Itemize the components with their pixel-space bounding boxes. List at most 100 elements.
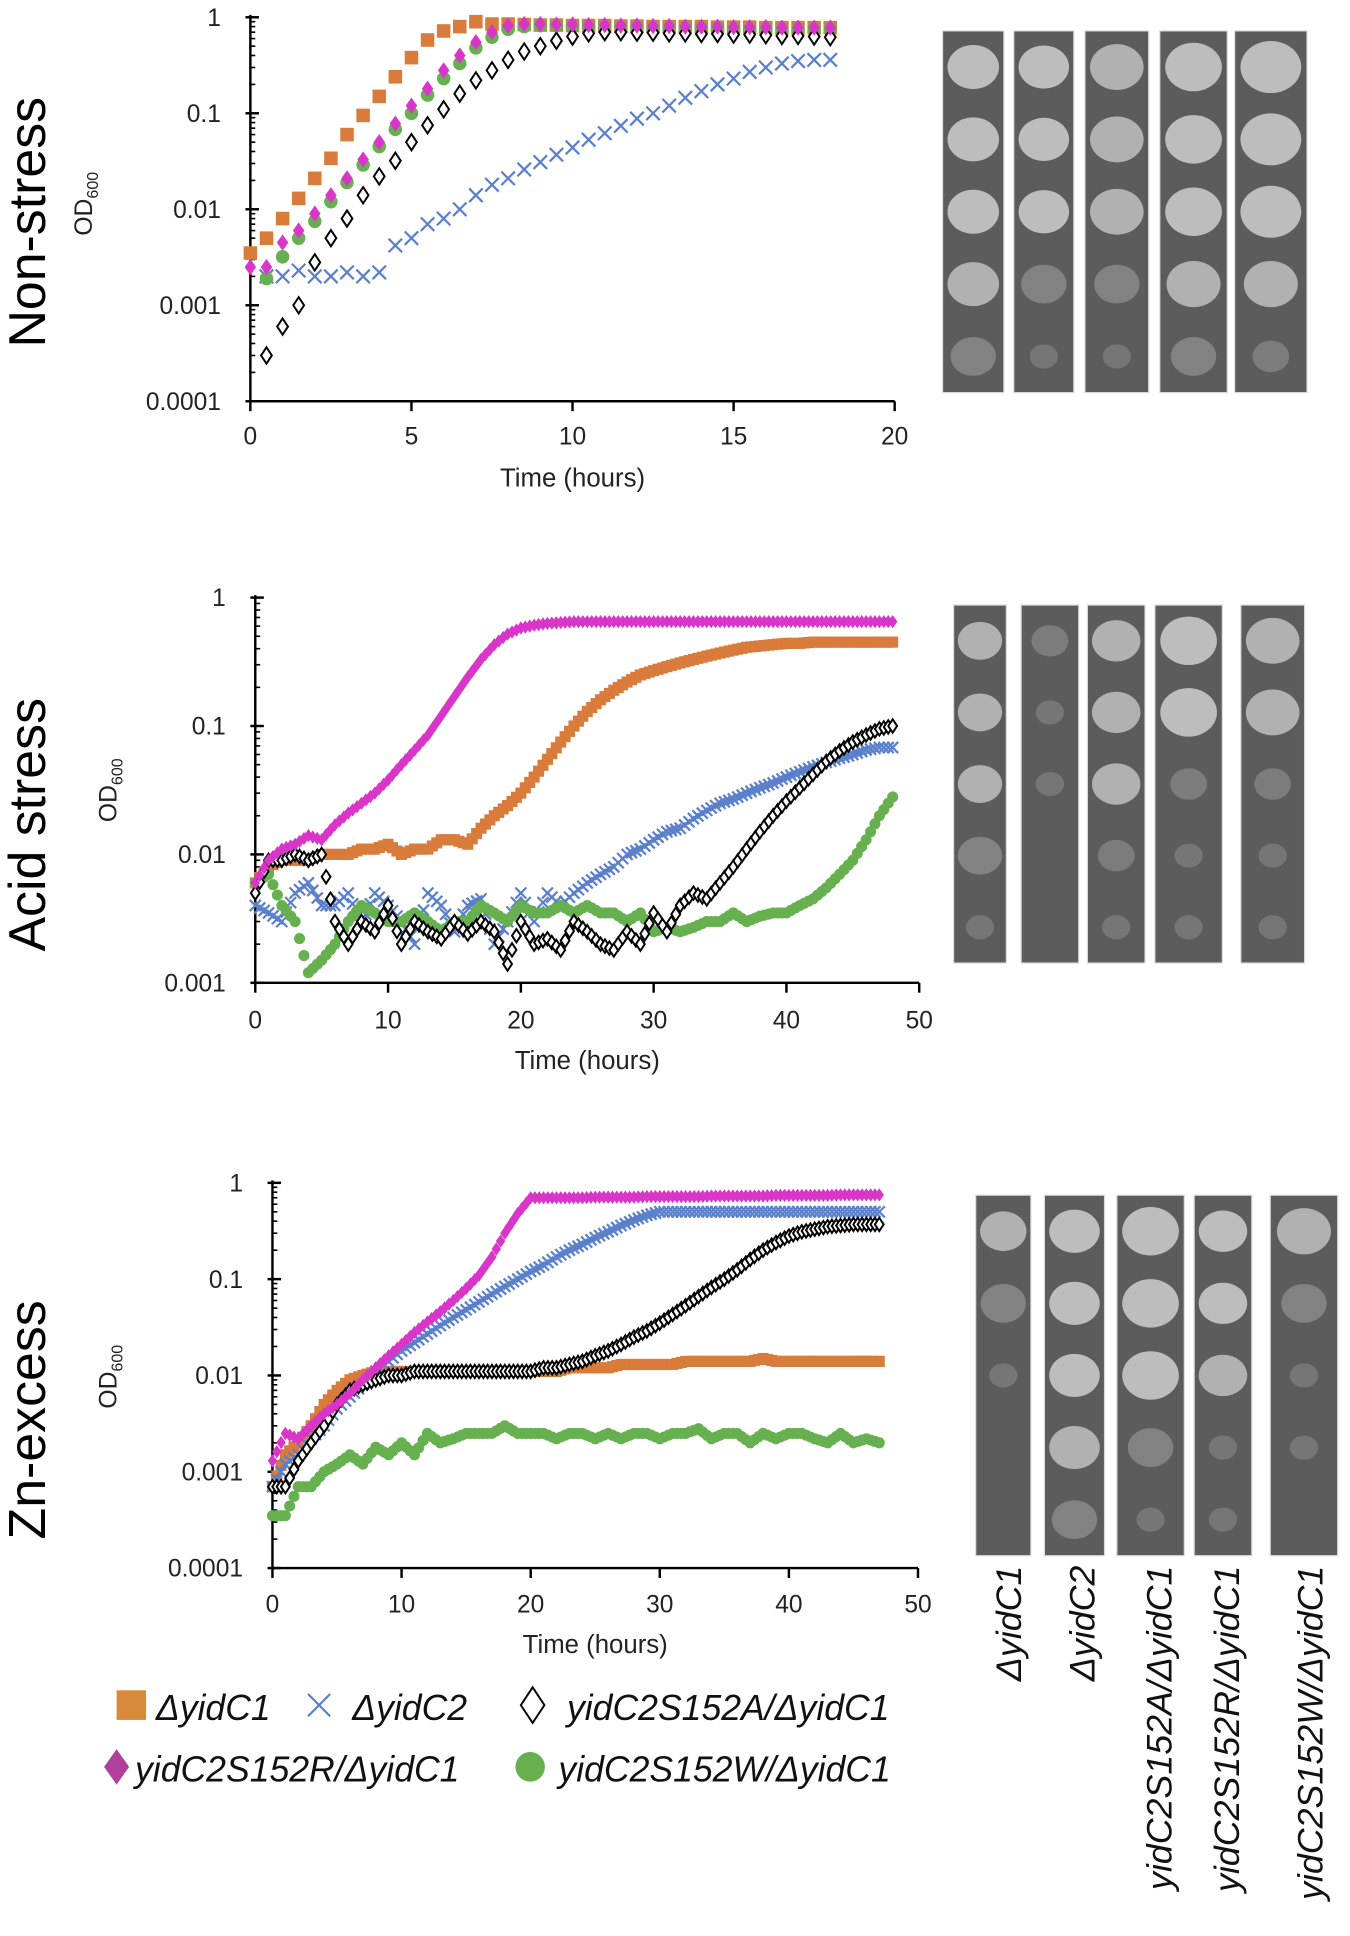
spot-strip xyxy=(1020,604,1080,964)
data-point xyxy=(760,18,772,36)
spot-strip xyxy=(1240,604,1306,964)
data-point xyxy=(534,15,547,33)
data-point xyxy=(485,60,499,81)
data-point xyxy=(357,151,369,168)
colony-spot xyxy=(957,765,1003,803)
data-point-interp xyxy=(643,914,655,932)
colony-spot xyxy=(1029,344,1058,369)
strain-label: yidC2S152W/ΔyidC1 xyxy=(1291,1566,1331,1903)
colony-spot xyxy=(1035,771,1065,797)
data-point xyxy=(790,53,806,69)
data-point xyxy=(645,105,661,121)
strain-label: ΔyidC2 xyxy=(1063,1565,1103,1682)
x-axis-label: Time (hours) xyxy=(515,1047,660,1075)
data-point xyxy=(259,231,274,245)
legend-label: yidC2S152A/ΔyidC1 xyxy=(564,1688,890,1728)
colony-spot xyxy=(1165,115,1222,164)
colony-spot xyxy=(1240,113,1302,166)
data-point xyxy=(660,825,674,839)
data-point-interp xyxy=(533,765,545,777)
spot-strip xyxy=(1043,1194,1106,1557)
data-point-interp xyxy=(276,1435,286,1450)
data-point-interp xyxy=(310,1415,321,1429)
data-point-interp xyxy=(271,889,283,901)
data-point xyxy=(303,828,314,843)
colony-spot xyxy=(957,621,1003,660)
data-point-interp xyxy=(378,905,390,923)
series-open-diamond xyxy=(259,22,837,366)
data-point-interp xyxy=(426,1311,437,1326)
data-point xyxy=(420,33,435,47)
x-tick-label: 0 xyxy=(248,1007,262,1034)
data-point xyxy=(529,618,539,632)
data-point xyxy=(502,17,514,34)
y-axis-label: OD600 xyxy=(96,758,127,822)
data-point xyxy=(693,83,709,99)
data-point xyxy=(501,955,514,973)
data-point xyxy=(469,14,483,29)
data-point xyxy=(409,743,420,757)
data-point xyxy=(582,16,595,34)
data-point xyxy=(319,1407,329,1421)
data-point xyxy=(887,791,899,803)
data-point xyxy=(453,19,467,34)
colony-spot xyxy=(1165,42,1222,92)
colony-spot xyxy=(1240,41,1302,94)
data-point-interp xyxy=(639,925,651,943)
y-tick-label: 0.01 xyxy=(178,842,226,869)
legend-label: ΔyidC2 xyxy=(351,1688,467,1728)
colony-spot xyxy=(965,915,995,940)
y-tick-label: 0.01 xyxy=(173,197,221,224)
data-point xyxy=(404,50,419,65)
colony-spot xyxy=(1174,843,1203,868)
data-point xyxy=(822,52,838,68)
data-point xyxy=(516,161,532,178)
colony-spot xyxy=(1160,616,1217,666)
colony-spot xyxy=(1051,1500,1098,1540)
series-diamond xyxy=(250,614,898,890)
x-tick-label: 50 xyxy=(906,1007,933,1034)
spot-strip xyxy=(1013,30,1075,394)
data-point xyxy=(267,1454,278,1468)
data-point xyxy=(356,108,370,123)
data-point xyxy=(436,71,451,86)
data-point xyxy=(332,1397,342,1412)
data-point-interp xyxy=(275,1459,287,1471)
data-point xyxy=(435,1304,445,1319)
legend-item: ΔyidC2 xyxy=(307,1688,467,1728)
spot-strip xyxy=(941,30,1005,394)
colony-spot xyxy=(1049,1209,1100,1253)
spot-strip xyxy=(952,604,1007,964)
axes xyxy=(249,14,895,403)
colony-spot xyxy=(1136,1507,1165,1532)
series-x xyxy=(266,1205,886,1494)
data-point xyxy=(323,268,339,284)
colony-spot xyxy=(1102,915,1131,940)
series-circle xyxy=(249,791,899,979)
data-point-interp xyxy=(267,879,279,891)
x-tick-label: 0 xyxy=(244,423,258,450)
data-point xyxy=(634,935,646,953)
data-point xyxy=(436,24,451,38)
panel-title: Non-stress xyxy=(0,97,56,348)
legend-marker-x-icon xyxy=(307,1693,331,1718)
data-point-interp xyxy=(272,846,283,860)
data-point xyxy=(340,208,354,229)
data-point xyxy=(404,132,419,153)
colony-spot xyxy=(980,1283,1026,1323)
data-point-interp xyxy=(485,642,495,657)
data-point xyxy=(263,853,274,867)
data-point-interp xyxy=(881,741,895,754)
x-tick-label: 40 xyxy=(773,1007,800,1034)
colony-spot xyxy=(1049,1425,1100,1470)
y-tick-label: 1 xyxy=(229,1170,243,1197)
spot-strip xyxy=(1084,30,1150,394)
spot-strip xyxy=(1086,604,1146,964)
data-point-interp xyxy=(405,748,415,762)
colony-spot xyxy=(1289,1363,1319,1388)
x-tick-label: 20 xyxy=(517,1591,544,1618)
data-point xyxy=(383,1349,394,1363)
colony-spot xyxy=(957,693,1003,732)
data-point xyxy=(886,741,899,754)
data-point xyxy=(276,234,289,251)
